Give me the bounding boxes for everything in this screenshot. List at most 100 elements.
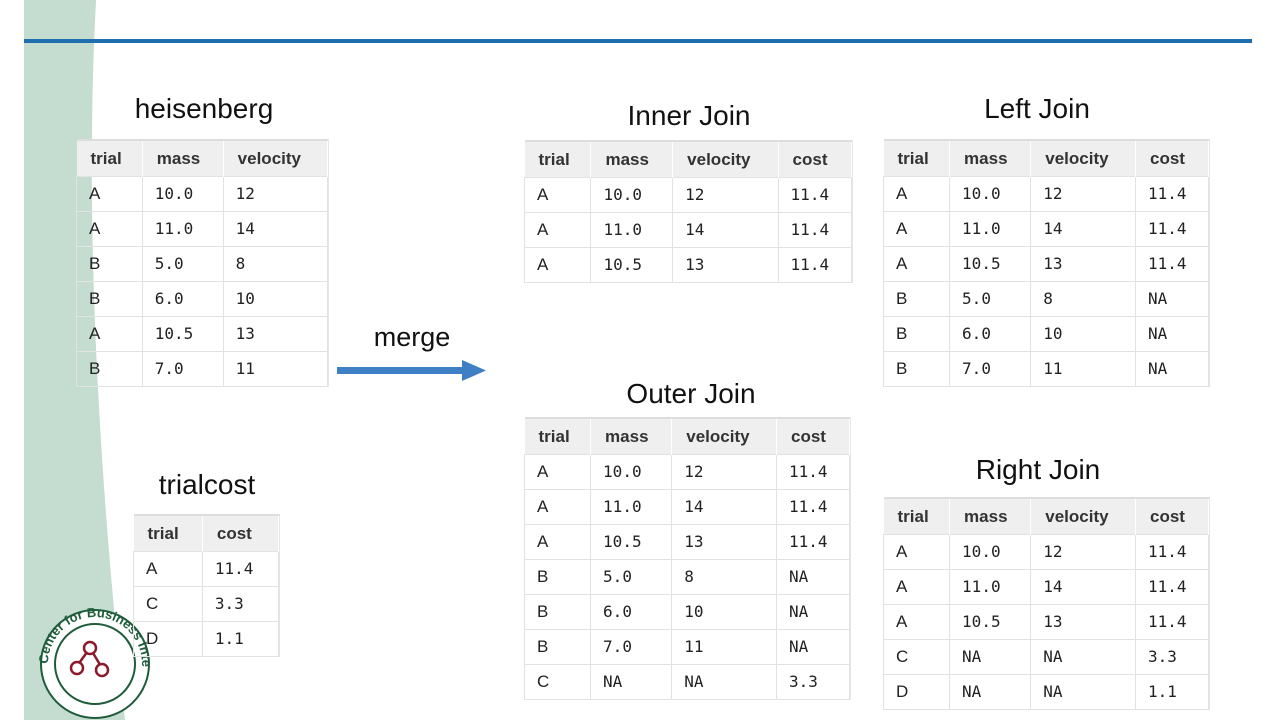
table-row: A 11.0 14 11.4: [523, 212, 853, 248]
table-cell: NA: [1030, 639, 1136, 675]
inner-join-title: Inner Join: [627, 100, 751, 131]
table-cell: 11.4: [776, 454, 850, 490]
table-cell: 10.0: [590, 454, 673, 490]
right-join-table: trial mass velocity cost A 10.0 12 11.4 A 11.0 14 1…: [882, 497, 1209, 710]
table-cell: 5.0: [141, 246, 224, 282]
column-header: trial: [524, 418, 592, 455]
table-row: A 11.4: [133, 551, 280, 587]
table-cell: A: [76, 211, 143, 247]
table-cell: 12: [1030, 534, 1136, 570]
table-cell: A: [133, 551, 203, 587]
table-header-row: trial mass velocity cost: [883, 498, 1209, 535]
table-cell: 11.0: [141, 211, 224, 247]
merge-arrow-icon: [337, 360, 486, 381]
column-header: trial: [133, 515, 203, 552]
table-cell: A: [523, 247, 592, 283]
table-row: A 11.0 14 11.4: [882, 569, 1209, 605]
table-row: A 11.0 14 11.4: [523, 489, 850, 525]
table-cell: NA: [1135, 281, 1209, 317]
table-cell: D: [133, 621, 203, 657]
column-header: trial: [524, 141, 592, 178]
table-row: A 10.5 13: [76, 316, 329, 352]
outer-join-title: Outer Join: [626, 378, 756, 409]
column-header: mass: [142, 140, 224, 177]
table-cell: 13: [222, 316, 329, 352]
table-cell: 3.3: [1135, 639, 1209, 675]
table-cell: 11: [222, 351, 329, 387]
table-cell: 10.0: [949, 176, 1032, 212]
table-row: B 7.0 11 NA: [882, 351, 1209, 387]
table-row: A 10.5 13 11.4: [523, 524, 850, 560]
table-cell: 11.4: [1135, 534, 1209, 570]
table-cell: A: [882, 534, 951, 570]
table-cell: 10.0: [949, 534, 1032, 570]
green-side-band: [24, 0, 125, 720]
table-row: C NA NA 3.3: [882, 639, 1209, 675]
inner-join-table: trial mass velocity cost A 10.0 12 11.4 A 11.0 14 1…: [523, 140, 853, 283]
table-cell: NA: [671, 664, 777, 700]
table-cell: 10: [222, 281, 329, 317]
table-cell: 11.0: [949, 211, 1032, 247]
table-header-row: trial mass velocity cost: [883, 140, 1209, 177]
table-cell: A: [523, 177, 592, 213]
table-cell: B: [523, 629, 592, 665]
table-cell: 10.5: [590, 524, 673, 560]
table-cell: 8: [671, 559, 777, 595]
table-row: A 10.0 12 11.4: [523, 454, 850, 490]
table-cell: A: [523, 524, 592, 560]
table-cell: C: [133, 586, 203, 622]
table-cell: 12: [222, 176, 329, 212]
table-cell: A: [523, 454, 592, 490]
table-row: B 5.0 8 NA: [882, 281, 1209, 317]
table-cell: A: [882, 176, 951, 212]
table-cell: 10.5: [590, 247, 674, 283]
table-cell: 1.1: [1135, 674, 1209, 710]
column-header: trial: [883, 498, 951, 535]
column-header: cost: [776, 418, 850, 455]
outer-join-table: trial mass velocity cost A 10.0 12 11.4 A 11.0 14 1…: [523, 417, 850, 700]
table-cell: 14: [671, 489, 777, 525]
table-cell: A: [882, 211, 951, 247]
table-row: B 5.0 8 NA: [523, 559, 850, 595]
table-cell: 11.4: [1135, 246, 1209, 282]
table-cell: 3.3: [776, 664, 850, 700]
table-cell: NA: [949, 674, 1032, 710]
table-cell: 14: [222, 211, 329, 247]
table-cell: 13: [672, 247, 779, 283]
table-row: C 3.3: [133, 586, 280, 622]
table-cell: B: [882, 351, 951, 387]
table-cell: 7.0: [141, 351, 224, 387]
column-header: velocity: [671, 418, 777, 455]
table-cell: 11.4: [777, 212, 853, 248]
table-cell: 11.4: [776, 489, 850, 525]
table-cell: 11.4: [1135, 211, 1209, 247]
table-cell: 7.0: [949, 351, 1032, 387]
column-header: mass: [949, 498, 1032, 535]
column-header: cost: [202, 515, 280, 552]
table-cell: 1.1: [201, 621, 280, 657]
table-header-row: trial mass velocity cost: [524, 418, 850, 455]
table-cell: 11.4: [777, 247, 853, 283]
table-cell: 6.0: [141, 281, 224, 317]
table-cell: A: [882, 246, 951, 282]
table-cell: 6.0: [590, 594, 673, 630]
table-cell: 6.0: [949, 316, 1032, 352]
table-cell: 5.0: [949, 281, 1032, 317]
table-cell: 11: [1030, 351, 1136, 387]
table-cell: 14: [672, 212, 779, 248]
table-cell: 10: [671, 594, 777, 630]
table-cell: NA: [590, 664, 673, 700]
table-row: B 6.0 10: [76, 281, 329, 317]
column-header: velocity: [1030, 140, 1136, 177]
header-divider-line: [24, 39, 1252, 43]
table-cell: 10.5: [141, 316, 224, 352]
table-cell: B: [523, 594, 592, 630]
table-cell: 11.4: [1135, 604, 1209, 640]
table-row: C NA NA 3.3: [523, 664, 850, 700]
table-cell: B: [882, 316, 951, 352]
heisenberg-title: heisenberg: [134, 93, 274, 124]
table-row: A 10.0 12 11.4: [523, 177, 853, 213]
merge-label: merge: [373, 322, 451, 352]
table-cell: 10.5: [949, 246, 1032, 282]
table-cell: 11.4: [776, 524, 850, 560]
